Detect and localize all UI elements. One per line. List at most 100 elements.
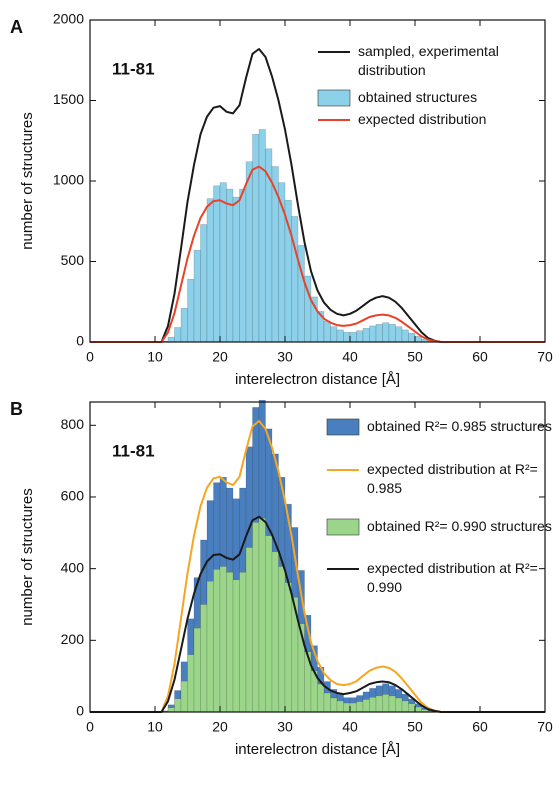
legend-swatch bbox=[326, 418, 360, 436]
x-tick-label: 40 bbox=[342, 349, 358, 365]
plot-frame bbox=[89, 19, 546, 343]
x-tick-label: 20 bbox=[212, 719, 228, 735]
histogram-bar bbox=[200, 604, 208, 713]
histogram-bar bbox=[271, 551, 279, 713]
histogram-bar bbox=[258, 129, 266, 343]
histogram-bar bbox=[284, 200, 292, 343]
histogram-bar bbox=[252, 522, 260, 713]
histogram-bar bbox=[193, 249, 201, 343]
histogram-bar bbox=[226, 188, 234, 343]
histogram-bar bbox=[382, 694, 390, 713]
distribution-line bbox=[90, 48, 545, 343]
histogram-bar bbox=[206, 198, 214, 343]
legend-label: obtained R²= 0.990 structures bbox=[367, 518, 552, 534]
histogram-bar bbox=[388, 324, 396, 343]
x-tick-label: 60 bbox=[472, 719, 488, 735]
histogram-bar bbox=[323, 320, 331, 343]
histogram-bar bbox=[336, 700, 344, 713]
x-tick-label: 10 bbox=[147, 349, 163, 365]
histogram-bar bbox=[343, 702, 351, 713]
histogram-bar bbox=[343, 332, 351, 343]
histogram-bar bbox=[369, 697, 377, 713]
legend-swatch bbox=[317, 89, 351, 107]
distribution-line bbox=[90, 165, 545, 343]
histogram-bar bbox=[258, 517, 266, 713]
histogram-bar bbox=[213, 569, 221, 713]
plot-frame bbox=[89, 401, 546, 713]
histogram-bar bbox=[362, 699, 370, 713]
y-axis-label: number of structures bbox=[19, 488, 36, 626]
histogram-bar bbox=[187, 278, 195, 343]
histogram-bar bbox=[408, 703, 416, 713]
histogram-bar bbox=[414, 336, 422, 343]
histogram-bar bbox=[330, 697, 338, 713]
annotation: 11-81 bbox=[112, 441, 155, 460]
y-tick-label: 1000 bbox=[53, 172, 84, 188]
histogram-bar bbox=[284, 582, 292, 713]
histogram-bar bbox=[174, 327, 182, 343]
x-tick-label: 0 bbox=[86, 719, 94, 735]
x-tick-label: 60 bbox=[472, 349, 488, 365]
legend-label: expected distribution at R²= 0.990 bbox=[367, 560, 542, 595]
x-tick-label: 30 bbox=[277, 349, 293, 365]
histogram-bar bbox=[200, 224, 208, 343]
histogram-bar bbox=[252, 134, 260, 343]
histogram-bar bbox=[349, 332, 357, 343]
histogram-bar bbox=[388, 695, 396, 713]
x-axis-label: interelectron distance [Å] bbox=[235, 371, 400, 388]
plot bbox=[90, 48, 545, 343]
histogram-bar bbox=[174, 698, 182, 713]
histogram-bar bbox=[291, 216, 299, 343]
legend-label: expected distribution at R²= 0.985 bbox=[367, 461, 542, 496]
x-tick-label: 30 bbox=[277, 719, 293, 735]
histogram-bar bbox=[278, 566, 286, 713]
histogram-bar bbox=[349, 702, 357, 713]
histogram-bar bbox=[356, 330, 364, 343]
histogram-bar bbox=[180, 680, 188, 713]
histogram-bar bbox=[193, 627, 201, 713]
x-tick-label: 70 bbox=[537, 349, 553, 365]
histogram-bar bbox=[330, 326, 338, 343]
legend-swatch bbox=[326, 518, 360, 536]
x-tick-label: 50 bbox=[407, 349, 423, 365]
histogram-bar bbox=[356, 701, 364, 713]
histogram-bar bbox=[187, 654, 195, 713]
y-tick-label: 500 bbox=[61, 252, 85, 268]
legend-label: expected distribution bbox=[358, 111, 486, 127]
legend-label: sampled, experimental distribution bbox=[358, 43, 503, 78]
panel-label: B bbox=[10, 399, 23, 419]
histogram-bar bbox=[219, 182, 227, 343]
histogram-bar bbox=[219, 566, 227, 713]
histogram-bar bbox=[232, 579, 240, 713]
x-axis-label: interelectron distance [Å] bbox=[235, 741, 400, 758]
histogram-bar bbox=[336, 329, 344, 343]
y-tick-label: 0 bbox=[76, 333, 84, 349]
y-tick-label: 2000 bbox=[53, 11, 84, 27]
y-tick-label: 0 bbox=[76, 703, 84, 719]
histogram-bar bbox=[245, 547, 253, 713]
histogram-bar bbox=[213, 185, 221, 343]
histogram-bar bbox=[408, 332, 416, 343]
x-tick-label: 10 bbox=[147, 719, 163, 735]
annotation: 11-81 bbox=[112, 59, 155, 78]
y-tick-label: 600 bbox=[61, 488, 85, 504]
histogram-bar bbox=[369, 325, 377, 343]
x-tick-label: 40 bbox=[342, 719, 358, 735]
histogram-bar bbox=[206, 580, 214, 713]
histogram-bar bbox=[180, 307, 188, 343]
histogram-bar bbox=[401, 329, 409, 343]
histogram-bar bbox=[239, 188, 247, 343]
histogram-bar bbox=[323, 692, 331, 713]
histogram-bar bbox=[395, 326, 403, 343]
histogram-bar bbox=[362, 328, 370, 343]
histogram-bar bbox=[395, 697, 403, 713]
y-tick-label: 400 bbox=[61, 559, 85, 575]
histogram-bar bbox=[317, 683, 325, 713]
histogram-bar bbox=[401, 700, 409, 713]
x-tick-label: 70 bbox=[537, 719, 553, 735]
distribution-line bbox=[90, 515, 545, 713]
y-tick-label: 800 bbox=[61, 416, 85, 432]
histogram-bar bbox=[226, 571, 234, 713]
histogram-bar bbox=[375, 324, 383, 343]
y-tick-label: 1500 bbox=[53, 91, 84, 107]
